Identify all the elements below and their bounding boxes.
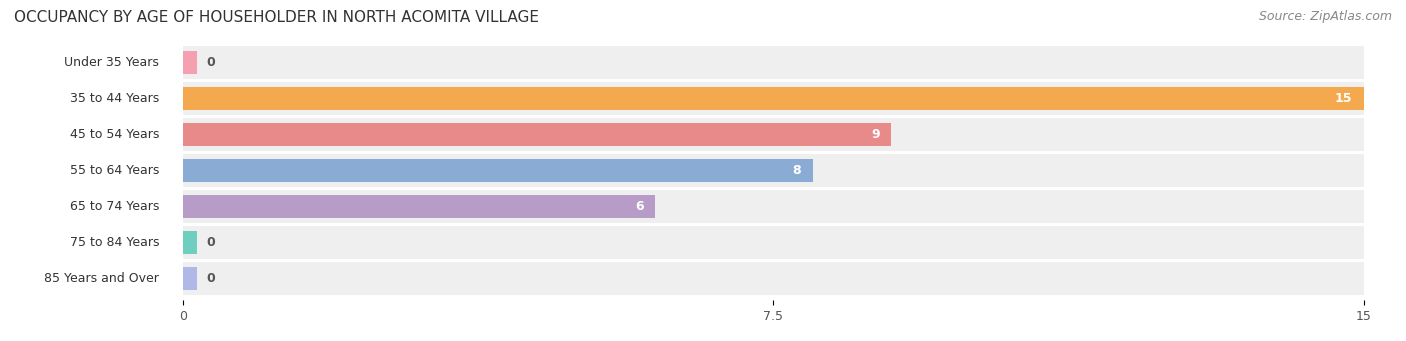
Bar [183, 267, 197, 290]
Text: 65 to 74 Years: 65 to 74 Years [70, 200, 159, 213]
Bar [183, 231, 197, 254]
Text: 75 to 84 Years: 75 to 84 Years [70, 236, 159, 249]
Bar [183, 159, 813, 182]
Text: 6: 6 [634, 200, 644, 213]
Text: 15: 15 [1334, 92, 1353, 105]
Text: 35 to 44 Years: 35 to 44 Years [70, 92, 159, 105]
Bar [183, 190, 1364, 223]
Text: 0: 0 [207, 236, 215, 249]
Bar [183, 118, 1364, 151]
Text: 0: 0 [207, 56, 215, 69]
Bar [183, 46, 1364, 79]
Bar [183, 226, 1364, 259]
Bar [183, 82, 1364, 115]
Text: 8: 8 [792, 164, 801, 177]
Bar [183, 262, 1364, 295]
Bar [183, 195, 655, 218]
Bar [183, 123, 891, 146]
Bar [183, 51, 197, 74]
Text: Source: ZipAtlas.com: Source: ZipAtlas.com [1258, 10, 1392, 23]
Text: 85 Years and Over: 85 Years and Over [44, 272, 159, 285]
Text: 45 to 54 Years: 45 to 54 Years [70, 128, 159, 141]
Text: 55 to 64 Years: 55 to 64 Years [70, 164, 159, 177]
Bar [183, 87, 1364, 110]
Text: 9: 9 [870, 128, 880, 141]
Bar [183, 154, 1364, 187]
Text: Under 35 Years: Under 35 Years [65, 56, 159, 69]
Text: OCCUPANCY BY AGE OF HOUSEHOLDER IN NORTH ACOMITA VILLAGE: OCCUPANCY BY AGE OF HOUSEHOLDER IN NORTH… [14, 10, 538, 25]
Text: 0: 0 [207, 272, 215, 285]
